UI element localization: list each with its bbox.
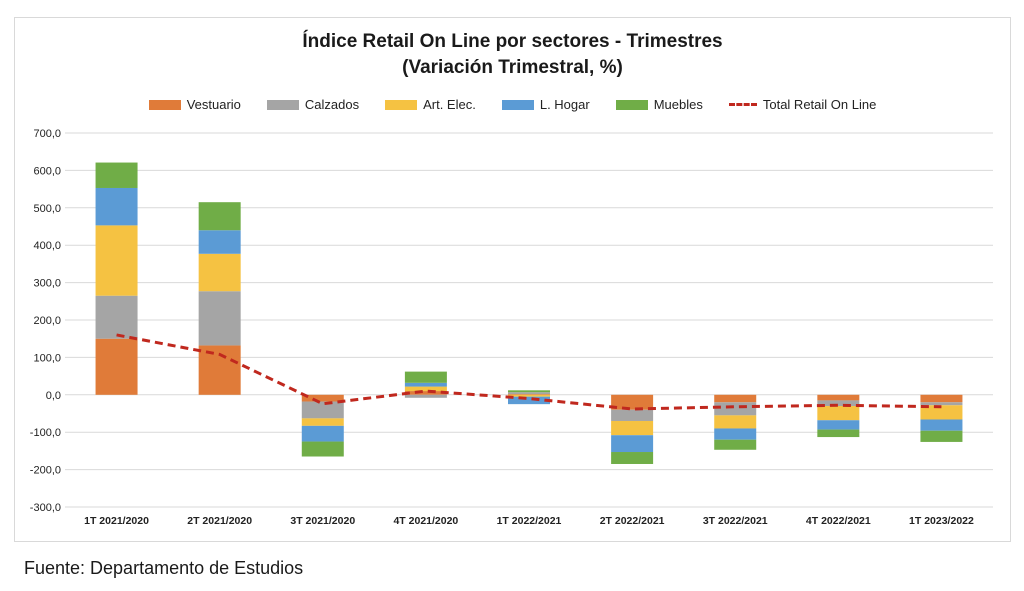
bar-muebles (404, 371, 447, 383)
bar-vestuario (714, 394, 757, 403)
bar-l-hogar (920, 419, 963, 431)
x-tick-label: 3T 2021/2020 (290, 515, 355, 527)
bar-art-elec (817, 406, 860, 421)
bar-art-elec (95, 225, 138, 296)
legend-label-calzados: Calzados (304, 97, 360, 112)
y-tick-label: -200,0 (30, 465, 61, 477)
bar-vestuario (198, 345, 241, 395)
line-total-retail-on-line (116, 333, 942, 411)
bar-calzados (508, 392, 550, 395)
x-tick-label: 4T 2022/2021 (806, 515, 871, 527)
legend-swatch-total (728, 103, 757, 106)
bar-muebles (198, 202, 241, 231)
bar-muebles (817, 429, 860, 438)
legend-label-vestuario: Vestuario (186, 97, 241, 112)
bar-calzados (198, 291, 241, 346)
bar-art-elec (508, 394, 550, 397)
legend-label-art-elec: Art. Elec. (423, 97, 476, 112)
bar-vestuario (404, 391, 447, 395)
bar-vestuario (508, 394, 550, 395)
legend-label-l-hogar: L. Hogar (539, 97, 590, 112)
legend-item-art-elec: Art. Elec. (385, 97, 476, 112)
y-tick-label: 700,0 (33, 128, 61, 140)
bar-calzados (404, 394, 447, 398)
y-tick-label: -100,0 (30, 427, 61, 439)
bar-art-elec (611, 420, 654, 436)
y-tick-label: 200,0 (33, 315, 61, 327)
chart-container: Índice Retail On Line por sectores - Tri… (14, 17, 1011, 542)
x-tick-label: 1T 2022/2021 (497, 515, 562, 527)
x-tick-label: 2T 2021/2020 (187, 515, 252, 527)
bar-vestuario (301, 394, 344, 402)
bar-art-elec (301, 418, 344, 426)
bar-muebles (611, 452, 654, 464)
x-tick-label: 1T 2021/2020 (84, 515, 149, 527)
legend-item-calzados: Calzados (266, 97, 360, 112)
y-tick-label: 600,0 (33, 165, 61, 177)
bar-l-hogar (198, 230, 241, 254)
bar-vestuario (611, 394, 654, 410)
legend-swatch-calzados (266, 99, 299, 110)
y-tick-label: 0,0 (46, 390, 61, 402)
bar-calzados (301, 401, 344, 419)
x-tick-label: 2T 2022/2021 (600, 515, 665, 527)
y-tick-label: 100,0 (33, 352, 61, 364)
bar-l-hogar (508, 396, 550, 405)
bar-vestuario (817, 394, 860, 401)
x-tick-label: 3T 2022/2021 (703, 515, 768, 527)
bar-muebles (95, 162, 138, 188)
legend-item-total: Total Retail On Line (728, 97, 877, 112)
x-tick-label: 4T 2021/2020 (393, 515, 458, 527)
bar-muebles (920, 430, 963, 442)
bar-l-hogar (611, 435, 654, 453)
chart-plot-area: 700,0 600,0 500,0 400,0 300,0 200,0 100,0 0,0 -1… (30, 128, 993, 527)
bar-art-elec (198, 253, 241, 292)
source-note: Fuente: Departamento de Estudios (24, 558, 304, 578)
legend-label-total: Total Retail On Line (762, 97, 877, 112)
y-tick-label: 500,0 (33, 203, 61, 215)
bar-calzados (95, 295, 138, 339)
chart-title: Índice Retail On Line por sectores - Tri… (302, 31, 723, 52)
legend-swatch-muebles (615, 99, 648, 110)
bar-art-elec (920, 405, 963, 420)
bar-l-hogar (817, 420, 860, 430)
x-tick-label: 1T 2023/2022 (909, 515, 974, 527)
chart-subtitle: (Variación Trimestral, %) (402, 57, 623, 78)
bar-art-elec (714, 415, 757, 429)
legend-item-l-hogar: L. Hogar (501, 97, 590, 112)
bar-vestuario (95, 338, 138, 395)
legend-label-muebles: Muebles (653, 97, 703, 112)
bar-muebles (508, 390, 550, 393)
legend-swatch-l-hogar (501, 99, 534, 110)
y-tick-label: -300,0 (30, 502, 61, 514)
legend-swatch-vestuario (148, 99, 181, 110)
bar-muebles (301, 441, 344, 457)
y-tick-label: 400,0 (33, 240, 61, 252)
bar-calzados (817, 400, 860, 407)
bar-vestuario (920, 394, 963, 403)
bar-calzados (714, 402, 757, 416)
bar-l-hogar (95, 187, 138, 226)
legend-item-muebles: Muebles (615, 97, 703, 112)
bar-calzados (611, 409, 654, 421)
y-tick-label: 300,0 (33, 278, 61, 290)
bar-muebles (714, 439, 757, 450)
bar-l-hogar (714, 428, 757, 440)
bar-l-hogar (404, 382, 447, 387)
bar-l-hogar (301, 425, 344, 442)
legend-item-vestuario: Vestuario (148, 97, 241, 112)
chart-legend: Vestuario Calzados Art. Elec. L. Hogar M… (15, 97, 1010, 112)
bar-art-elec (404, 386, 447, 392)
legend-swatch-art-elec (385, 99, 418, 110)
bar-calzados (920, 402, 963, 406)
